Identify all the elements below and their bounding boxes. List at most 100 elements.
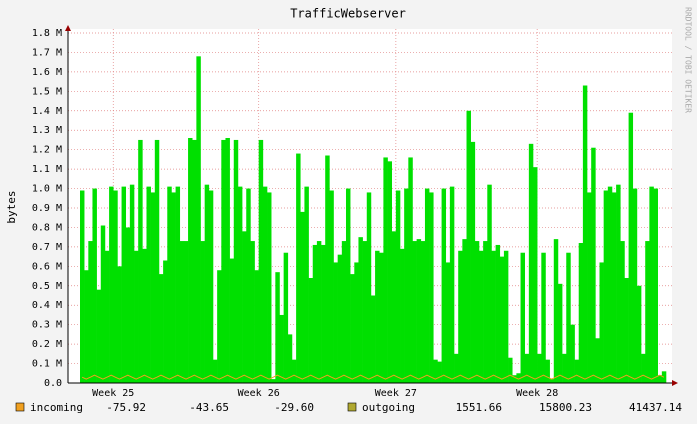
bar	[158, 274, 164, 383]
bar	[134, 250, 139, 383]
legend-stat: -43.65	[189, 401, 229, 414]
bar	[370, 295, 376, 383]
bar	[516, 373, 521, 383]
bar	[553, 239, 559, 383]
y-tick-label: 0.2 M	[32, 339, 62, 350]
y-tick-label: 1.4 M	[32, 106, 62, 117]
bar	[183, 241, 189, 383]
bar	[125, 227, 131, 383]
bar	[657, 375, 663, 383]
bar	[225, 138, 230, 383]
bar	[154, 139, 160, 383]
x-tick-label: Week 27	[375, 388, 417, 399]
bar	[624, 278, 629, 383]
y-tick-label: 0.6 M	[32, 261, 62, 272]
legend-stat: 15800.23	[539, 401, 592, 414]
bar	[267, 192, 272, 383]
bar	[557, 283, 563, 383]
axis-arrow	[65, 25, 71, 31]
bar	[582, 85, 588, 383]
bar	[545, 359, 550, 383]
bar	[408, 157, 413, 383]
bar	[250, 241, 255, 383]
y-tick-label: 1.1 M	[32, 164, 62, 175]
bar	[400, 248, 405, 383]
bar	[204, 184, 210, 383]
bar	[92, 188, 97, 383]
y-tick-label: 0.1 M	[32, 359, 62, 370]
bar	[80, 190, 85, 383]
bar	[607, 186, 613, 383]
bar	[275, 272, 280, 383]
bar	[142, 248, 147, 383]
bar	[433, 359, 438, 383]
bar	[470, 141, 476, 383]
legend-swatch	[347, 402, 357, 412]
bar	[474, 241, 480, 383]
axis-arrow	[672, 380, 678, 386]
bar	[196, 56, 201, 383]
y-tick-label: 1.5 M	[32, 86, 62, 97]
bar	[528, 143, 534, 383]
bar	[109, 186, 114, 383]
bar	[188, 138, 193, 383]
bar	[549, 379, 555, 383]
bar	[129, 184, 135, 383]
bar	[150, 192, 156, 383]
chart-title: TrafficWebserver	[290, 7, 406, 21]
bar	[512, 375, 517, 383]
bar	[96, 289, 102, 383]
bar	[379, 252, 384, 383]
bar	[570, 324, 575, 383]
bar	[491, 250, 496, 383]
bar	[296, 153, 301, 383]
bar	[262, 186, 268, 383]
y-tick-label: 1.2 M	[32, 145, 62, 156]
bar	[524, 353, 530, 383]
y-tick-label: 1.3 M	[32, 125, 62, 136]
bar	[304, 186, 309, 383]
bar	[416, 239, 422, 383]
bar	[649, 186, 654, 383]
bar	[603, 190, 609, 383]
bar	[661, 371, 667, 383]
legend-label: incoming	[30, 401, 83, 414]
bar	[345, 188, 351, 383]
bar	[574, 359, 580, 383]
bar	[441, 188, 447, 383]
legend-stat: -75.92	[106, 401, 146, 414]
bar	[591, 147, 596, 383]
bar	[100, 225, 106, 383]
bar	[308, 278, 314, 383]
x-tick-label: Week 25	[92, 388, 134, 399]
bar	[171, 192, 176, 383]
bar	[233, 139, 239, 383]
bar	[537, 353, 542, 383]
bar	[387, 161, 393, 383]
bar	[645, 241, 650, 383]
bar	[641, 353, 646, 383]
bar	[200, 241, 205, 383]
bar	[483, 241, 488, 383]
bar	[383, 157, 388, 383]
bar	[541, 252, 546, 383]
bar	[271, 379, 276, 383]
bar	[104, 250, 110, 383]
bar	[246, 188, 251, 383]
y-tick-label: 0.3 M	[32, 320, 62, 331]
bar	[192, 139, 197, 383]
bar	[316, 241, 322, 383]
bar	[495, 244, 501, 383]
y-tick-label: 0.5 M	[32, 281, 62, 292]
bar	[312, 244, 318, 383]
bar	[242, 231, 247, 383]
bar	[366, 192, 372, 383]
bar	[412, 241, 417, 383]
legend-stat: -29.60	[274, 401, 314, 414]
bar	[179, 241, 185, 383]
legend-stat: 41437.14	[629, 401, 682, 414]
bar	[138, 139, 143, 383]
legend-stat: 1551.66	[456, 401, 502, 414]
bar	[337, 254, 343, 383]
